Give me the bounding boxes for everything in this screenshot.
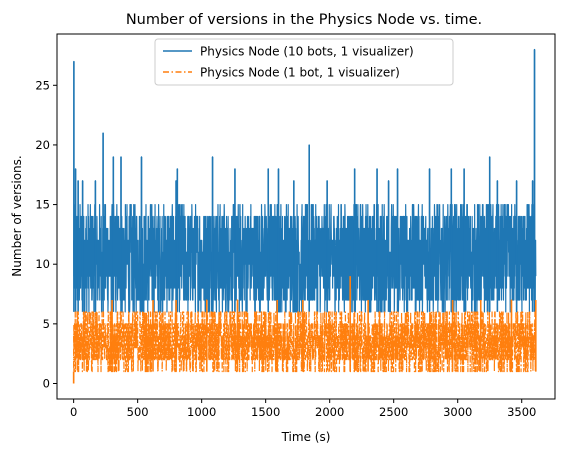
legend-box — [154, 38, 454, 86]
chart-title: Number of versions in the Physics Node v… — [126, 12, 482, 28]
y-axis: 0 5 10 15 20 25 — [35, 78, 57, 390]
x-tick-label: 1000 — [187, 405, 216, 419]
series-0 — [73, 48, 537, 313]
x-tick-label: 2000 — [315, 405, 344, 419]
y-tick-label: 15 — [35, 198, 50, 212]
legend-label-1-bot: Physics Node (1 bot, 1 visualizer) — [200, 66, 400, 80]
y-tick-label: 25 — [35, 78, 50, 92]
series-layer — [72, 48, 537, 385]
y-tick-label: 0 — [43, 376, 50, 390]
x-axis: 0 500 1000 1500 2000 2500 3000 3500 — [70, 399, 536, 419]
x-tick-label: 2500 — [379, 405, 408, 419]
series-1 — [72, 275, 537, 385]
x-tick-label: 1500 — [251, 405, 280, 419]
x-tick-label: 0 — [70, 405, 77, 419]
x-tick-label: 500 — [127, 405, 149, 419]
series-line — [73, 275, 537, 385]
axes-frame — [56, 33, 556, 400]
plot-area — [72, 48, 537, 385]
legend-label-10-bots: Physics Node (10 bots, 1 visualizer) — [200, 45, 414, 59]
y-tick-label: 20 — [35, 138, 50, 152]
y-axis-label: Number of versions. — [10, 155, 24, 276]
y-tick-label: 5 — [43, 317, 50, 331]
x-tick-label: 3500 — [507, 405, 536, 419]
x-axis-label: Time (s) — [281, 430, 331, 444]
series-line — [73, 48, 537, 313]
legend: Physics Node (10 bots, 1 visualizer) Phy… — [154, 38, 454, 86]
y-tick-label: 10 — [35, 257, 50, 271]
x-tick-label: 3000 — [443, 405, 472, 419]
